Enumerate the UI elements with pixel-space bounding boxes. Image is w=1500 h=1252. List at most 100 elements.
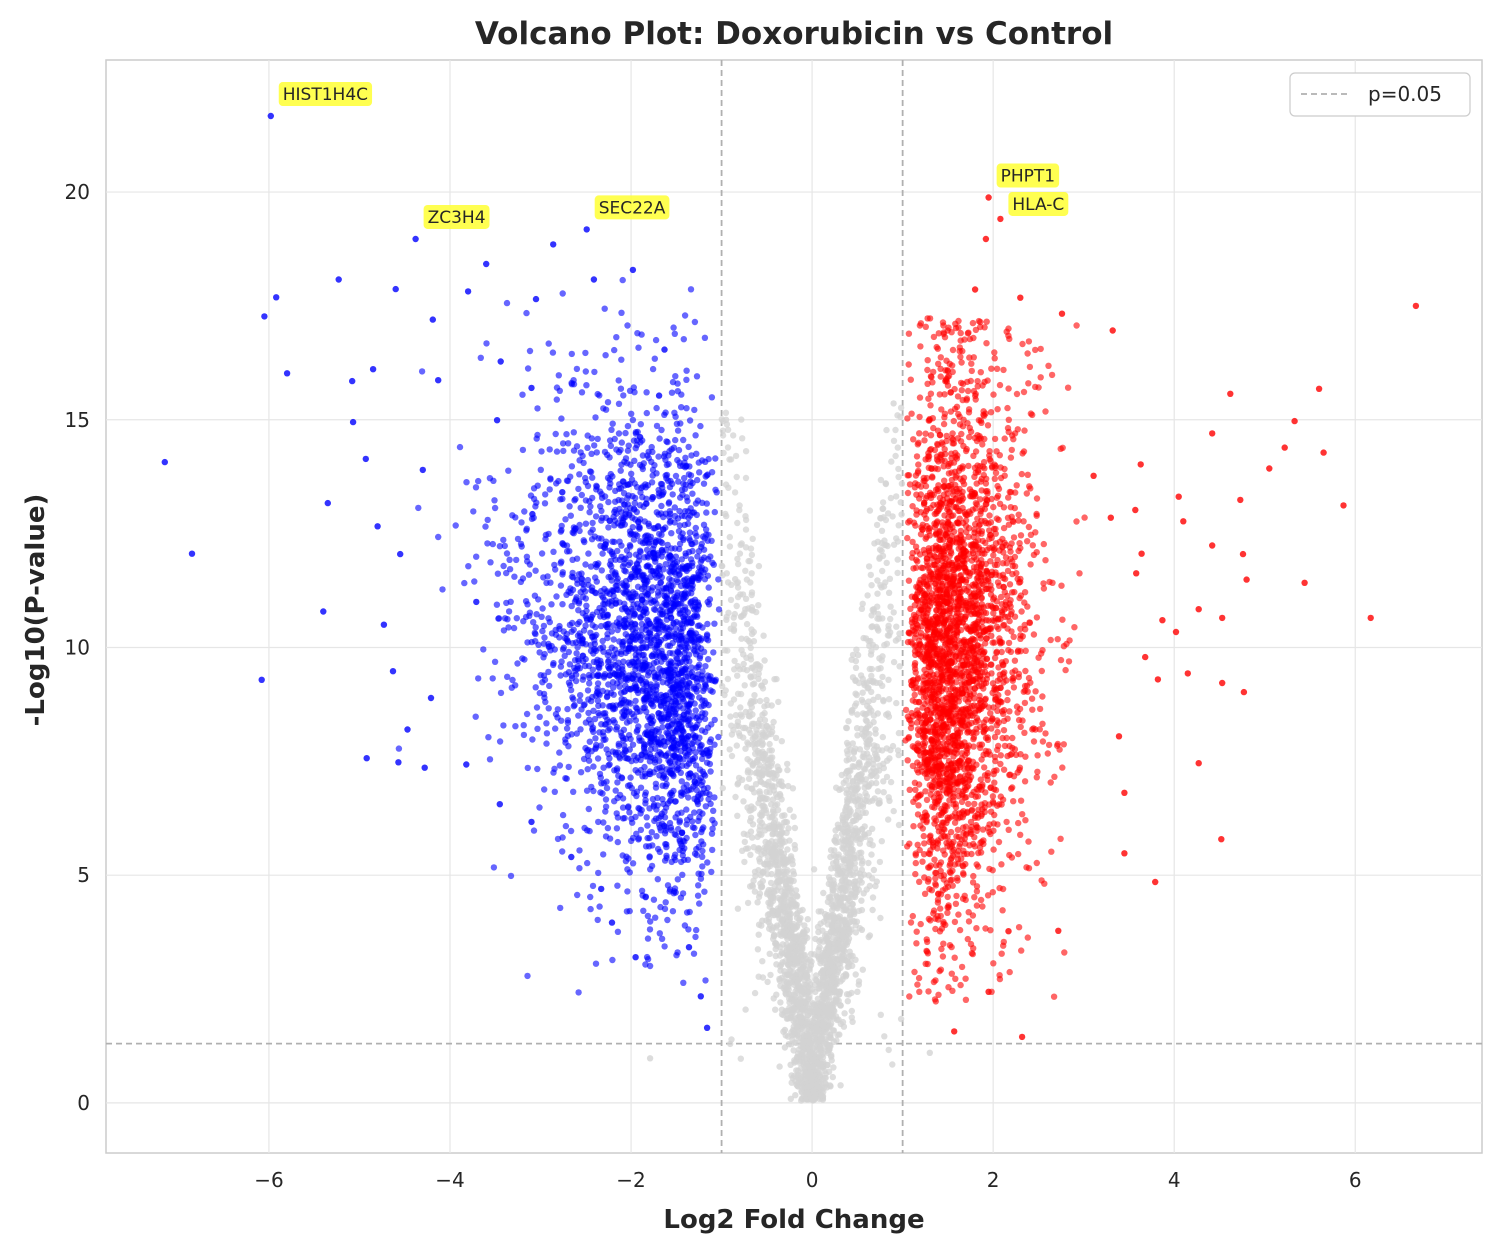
up-point bbox=[966, 424, 973, 432]
ns-point bbox=[883, 640, 891, 647]
ns-point bbox=[738, 646, 745, 654]
ns-point bbox=[760, 766, 768, 773]
up-point bbox=[979, 537, 986, 545]
up-point bbox=[921, 511, 928, 518]
ns-point bbox=[744, 899, 752, 907]
up-point bbox=[1016, 540, 1023, 547]
up-point bbox=[914, 981, 921, 988]
up-point bbox=[940, 940, 947, 947]
up-point bbox=[1009, 589, 1016, 596]
up-point bbox=[905, 629, 912, 637]
ns-point bbox=[777, 999, 784, 1006]
ns-point bbox=[730, 432, 737, 439]
ns-point bbox=[833, 893, 841, 900]
up-point bbox=[915, 467, 922, 475]
ns-point bbox=[792, 1092, 799, 1099]
ns-point bbox=[810, 1045, 817, 1052]
ns-point bbox=[889, 742, 897, 750]
ns-point bbox=[759, 877, 766, 885]
up-point bbox=[917, 343, 924, 350]
ns-point bbox=[741, 858, 748, 866]
ns-point bbox=[763, 696, 770, 704]
ns-point bbox=[724, 444, 732, 451]
ns-point bbox=[726, 746, 733, 753]
ns-point bbox=[866, 932, 874, 939]
ns-point bbox=[854, 988, 861, 995]
ns-point bbox=[742, 513, 749, 520]
up-point bbox=[991, 733, 999, 741]
up-point bbox=[1000, 766, 1008, 773]
ns-point bbox=[755, 770, 762, 777]
up-point bbox=[940, 918, 947, 926]
ns-point bbox=[772, 802, 779, 809]
ns-point bbox=[748, 806, 755, 814]
up-point bbox=[946, 360, 953, 367]
up-point bbox=[1021, 729, 1028, 736]
ns-point bbox=[890, 609, 897, 616]
ns-point bbox=[731, 610, 738, 618]
ns-point bbox=[890, 807, 897, 815]
up-point bbox=[931, 856, 938, 863]
ns-point bbox=[723, 613, 730, 621]
ns-point bbox=[829, 860, 837, 867]
ns-point bbox=[789, 939, 797, 946]
up-point bbox=[1044, 750, 1052, 757]
ns-point bbox=[782, 818, 789, 826]
ns-point bbox=[764, 860, 771, 867]
ns-point bbox=[749, 761, 756, 768]
ns-point bbox=[751, 666, 758, 674]
ns-point bbox=[815, 946, 822, 953]
ns-point bbox=[765, 915, 773, 923]
up-point bbox=[1033, 549, 1040, 556]
ns-point bbox=[857, 672, 865, 679]
ns-point bbox=[826, 968, 833, 975]
up-point bbox=[904, 472, 911, 479]
up-point bbox=[1042, 730, 1049, 737]
up-point bbox=[987, 784, 994, 791]
up-point bbox=[912, 859, 919, 867]
ns-point bbox=[742, 474, 750, 482]
up-point bbox=[958, 963, 966, 971]
ns-point bbox=[794, 1067, 802, 1075]
up-point bbox=[996, 538, 1004, 545]
up-point bbox=[981, 505, 988, 513]
ns-point bbox=[750, 673, 757, 680]
up-point bbox=[961, 681, 968, 688]
up-point bbox=[983, 340, 990, 347]
ns-point bbox=[793, 959, 800, 967]
up-point bbox=[971, 894, 978, 901]
ns-point bbox=[732, 712, 740, 719]
ns-point bbox=[867, 571, 874, 579]
ns-point bbox=[747, 545, 755, 552]
ns-point bbox=[734, 905, 742, 912]
ns-point bbox=[861, 681, 868, 689]
up-point bbox=[1027, 561, 1034, 568]
up-point bbox=[917, 320, 925, 327]
ns-point bbox=[747, 851, 754, 858]
up-point bbox=[956, 926, 964, 934]
up-point bbox=[935, 770, 943, 778]
up-point bbox=[989, 798, 997, 805]
up-point bbox=[905, 577, 913, 584]
ns-point bbox=[880, 696, 887, 704]
up-point bbox=[1029, 706, 1036, 713]
ns-point bbox=[849, 740, 856, 747]
ns-point bbox=[761, 803, 768, 810]
up-point bbox=[949, 698, 956, 706]
up-point bbox=[1016, 766, 1023, 773]
up-point bbox=[935, 487, 942, 495]
ns-point bbox=[827, 876, 834, 884]
ns-point bbox=[876, 546, 884, 553]
ns-point bbox=[789, 889, 796, 897]
up-point bbox=[904, 757, 911, 764]
up-point bbox=[974, 642, 981, 649]
up-point bbox=[969, 319, 977, 327]
up-point bbox=[973, 715, 981, 722]
up-point bbox=[912, 522, 919, 529]
up-point bbox=[1029, 726, 1036, 733]
ns-point bbox=[897, 1015, 905, 1023]
up-point bbox=[926, 446, 934, 454]
ns-point bbox=[734, 555, 741, 563]
up-point bbox=[1032, 688, 1039, 695]
ns-point bbox=[892, 426, 899, 434]
